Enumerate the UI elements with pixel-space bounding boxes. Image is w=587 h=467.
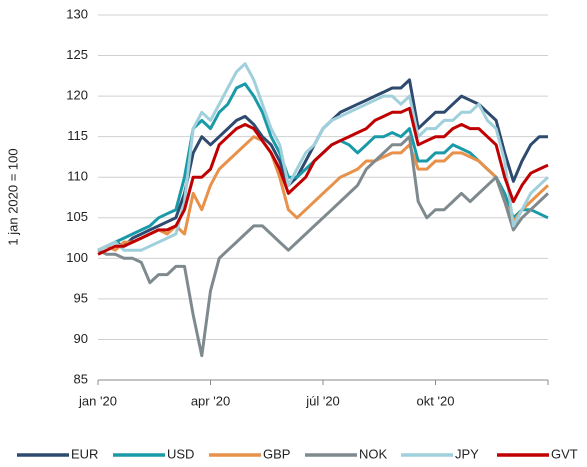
y-tick-label: 130: [66, 6, 88, 21]
x-tick-label: júl '20: [305, 393, 340, 408]
y-tick-label: 95: [74, 290, 88, 305]
legend-label: USD: [167, 446, 194, 461]
series-line: [97, 135, 550, 358]
legend-label: JPY: [455, 446, 479, 461]
y-tick-label: 100: [66, 250, 88, 265]
x-tick-label: okt '20: [417, 393, 455, 408]
y-tick-label: 110: [67, 169, 88, 184]
legend-label: GVT: [551, 446, 578, 461]
x-tick-label: jan '20: [78, 393, 117, 408]
series-line: [97, 62, 550, 252]
y-tick-label: 125: [66, 47, 88, 62]
y-tick-label: 115: [67, 128, 88, 143]
y-axis-label: 1 jan 2020 = 100: [5, 148, 20, 245]
legend-label: EUR: [71, 446, 98, 461]
y-tick-label: 85: [74, 371, 88, 386]
legend-label: NOK: [359, 446, 388, 461]
series-line: [97, 106, 549, 256]
y-tick-label: 105: [66, 209, 88, 224]
y-tick-label: 120: [66, 88, 88, 103]
x-tick-label: apr '20: [191, 393, 230, 408]
legend-label: GBP: [263, 446, 290, 461]
y-tick-label: 90: [74, 331, 88, 346]
